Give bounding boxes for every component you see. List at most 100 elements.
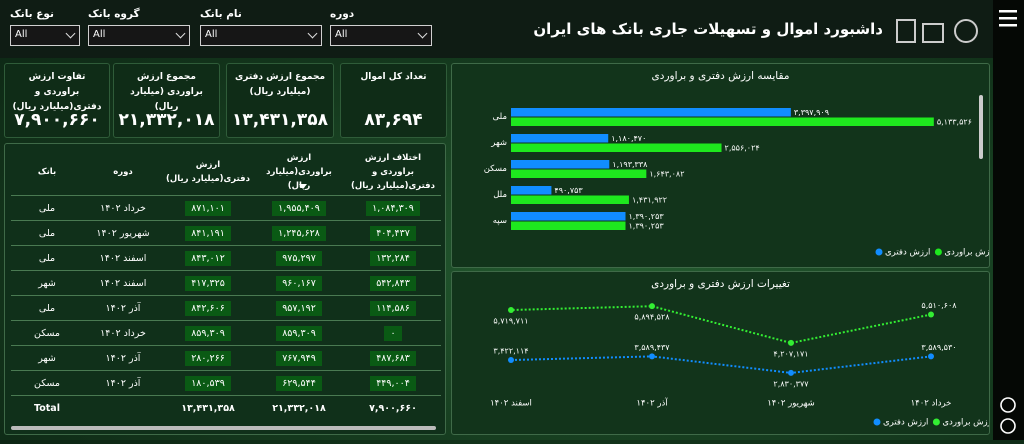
x-tick-label: شهریور ۱۴۰۲ [767,399,815,409]
data-label: ۵,۱۳۳,۵۲۶ [937,117,972,126]
table-cell: ۹۷۵,۲۹۷ [253,246,345,270]
filter: نوع بانک All [10,8,80,46]
legend-label: ارزش براوردی [942,418,989,428]
cell-text: ۶۲۹,۵۴۴ [276,375,322,391]
cell-text: ۴۴۹,۰۰۴ [370,375,416,391]
info-button[interactable] [1000,418,1016,434]
table-cell: ۷۶۷,۹۴۹ [253,346,345,370]
data-label: ۴۹۰,۷۵۳ [554,186,583,195]
coins-icon [922,23,944,43]
point [649,353,655,360]
data-label: ۳,۴۲۲,۱۱۴ [493,347,528,356]
column-header: ارزش دفتری(میلیارد ریال) [166,159,250,184]
data-label: ۴,۲۰۷,۱۷۱ [773,349,808,358]
point [928,353,934,360]
point [508,357,514,364]
filter-select[interactable]: All [330,25,432,46]
data-label: ۲,۸۳۰,۳۷۷ [773,379,809,388]
cell-text: ملی [38,302,56,314]
line [510,305,932,344]
legend-label: ارزش براوردی [944,248,989,258]
table-cell: ملی [11,221,83,245]
category-label: شهر [490,138,507,148]
cell-text: شهر [38,352,56,364]
kpi-card: تفاوت ارزش براوردی و دفتری(میلیارد ریال)… [4,63,110,138]
cell-text: شهر [38,277,56,289]
legend-label: ارزش دفتری [883,418,928,428]
table-cell: ۸۵۹,۳۰۹ [253,321,345,345]
filter: گروه بانک All [88,8,190,46]
table-cell: ۴۸۷,۶۸۳ [345,346,441,370]
dashboard-title: داشبورد اموال و تسهیلات جاری بانک های ای… [533,20,883,38]
table-row: مسکن آذر ۱۴۰۲ ۱۸۰,۵۳۹ ۶۲۹,۵۴۴ ۴۴۹,۰۰۴ [11,371,441,396]
cell-text: ۷۶۷,۹۴۹ [276,350,322,366]
bar [511,212,626,221]
kpi-value: ۸۳,۶۹۴ [364,110,423,130]
cell-text: ۱,۹۵۵,۴۰۹ [272,200,326,216]
menu-button[interactable] [999,10,1017,27]
legend-label: ارزش دفتری [885,248,930,258]
table-cell: خرداد ۱۴۰۲ [83,321,163,345]
filter: نام بانک All [200,8,322,46]
table-cell: ۴۰۴,۴۳۷ [345,221,441,245]
x-tick-label: آذر ۱۴۰۲ [636,397,668,409]
cell-text: ۴۱۷,۳۲۵ [185,275,231,291]
column-header: ارزش براوردی(میلیارد ریال) [253,148,345,195]
point [788,339,794,346]
data-label: ۵,۷۱۹,۷۱۱ [493,316,528,325]
bar [511,117,934,126]
table-cell: ۹۶۰,۱۶۷ [253,271,345,295]
table-row: ملی اسفند ۱۴۰۲ ۸۴۳,۰۱۲ ۹۷۵,۲۹۷ ۱۳۲,۲۸۴ [11,246,441,271]
bar [511,134,609,143]
cell-text: مسکن [33,327,61,339]
cell-text: ۲۸۰,۲۶۶ [185,350,231,366]
kpi-label: مجموع ارزش براوردی (میلیارد ریال) [130,72,203,112]
cell-text: شهریور ۱۴۰۲ [96,227,150,239]
table-cell: ۱۳۲,۲۸۴ [345,246,441,270]
column-header: دوره [113,166,133,177]
category-label: سپه [493,216,507,226]
legend-marker [934,248,942,256]
cell-text: ۱,۲۴۵,۶۲۸ [272,225,326,241]
table-row: ملی آذر ۱۴۰۲ ۸۴۲,۶۰۶ ۹۵۷,۱۹۲ ۱۱۴,۵۸۶ [11,296,441,321]
total-cell: ۷,۹۰۰,۶۶۰ [369,402,417,414]
table-row: شهر اسفند ۱۴۰۲ ۴۱۷,۳۲۵ ۹۶۰,۱۶۷ ۵۴۲,۸۴۳ [11,271,441,296]
data-label: ۳,۳۹۷,۹۰۹ [794,108,829,117]
table-cell: آذر ۱۴۰۲ [83,296,163,320]
table-cell: ملی [11,246,83,270]
filter: دوره All [330,8,432,46]
cell-text: ۸۴۳,۰۱۲ [185,250,231,266]
filter-label: دوره [330,8,355,20]
table-cell: ۶۲۹,۵۴۴ [253,371,345,395]
cell-text: ملی [38,202,56,214]
table-cell: ۵۴۲,۸۴۳ [345,271,441,295]
sidebar-icons [999,10,1017,434]
bar [511,108,791,117]
total-label: Total [34,402,60,414]
filter-select[interactable]: All [10,25,80,46]
table-cell: ۴۴۹,۰۰۴ [345,371,441,395]
cell-text: ۸۴۱,۱۹۱ [185,225,231,241]
chart: تغییرات ارزش دفتری و براوردی خرداد ۱۴۰۲ شه… [490,278,994,428]
data-label: ۲,۵۵۶,۰۲۴ [725,143,760,152]
cell-text: ۱,۰۸۴,۳۰۹ [366,200,420,216]
filter-select[interactable]: All [88,25,190,46]
table-cell: ۱۱۴,۵۸۶ [345,296,441,320]
kpi-label: مجموع ارزش دفتری (میلیارد ریال) [234,72,326,97]
point [508,306,514,313]
filter-label: نام بانک [200,8,242,20]
table-cell: ۸۴۲,۶۰۶ [163,296,253,320]
cell-text: ۵۴۲,۸۴۳ [370,275,416,291]
table-cell: ۸۵۹,۳۰۹ [163,321,253,345]
table-cell: ۱,۹۵۵,۴۰۹ [253,196,345,220]
table-cell [83,396,163,420]
bar [511,195,629,204]
line [510,355,932,374]
category-label: ملل [493,190,507,200]
help-button[interactable] [1000,397,1016,413]
filter-select[interactable]: All [200,25,322,46]
data-label: ۳,۵۸۹,۴۳۷ [634,343,670,352]
legend-marker [875,248,883,256]
kpi-card: تعداد کل اموال ۸۳,۶۹۴ [340,63,447,138]
